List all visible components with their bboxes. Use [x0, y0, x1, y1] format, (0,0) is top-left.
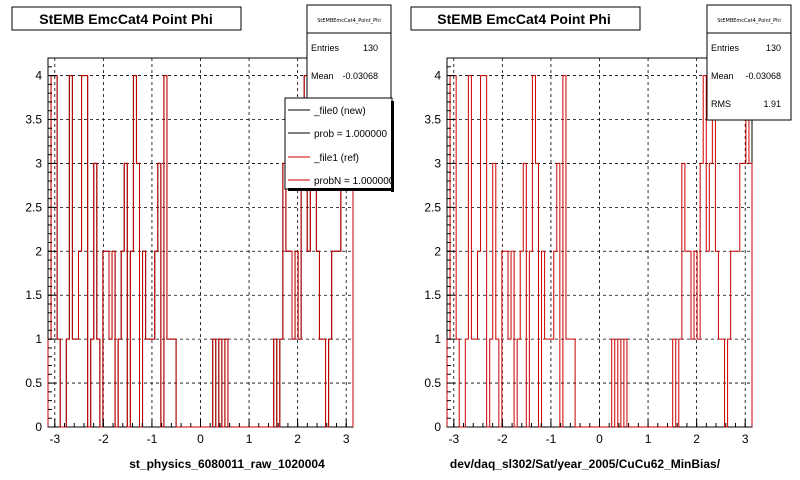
right-title-box: [410, 6, 641, 31]
left-title-box: [11, 6, 242, 31]
left-stats-mean-value: -0.03068: [342, 71, 378, 81]
right-stats-rms-label: RMS: [711, 99, 731, 109]
y-tick-label: 0: [35, 420, 42, 434]
y-tick-label: 0.5: [424, 376, 441, 390]
y-tick-label: 1: [434, 332, 441, 346]
y-tick-label: 4: [434, 69, 441, 83]
x-tick-label: 0: [197, 432, 204, 446]
y-tick-label: 3.5: [424, 113, 441, 127]
right-stats-mean-value: -0.03068: [745, 71, 781, 81]
right-stats-box: StEMBEmcCat4_Point_Phi Entries 130 Mean …: [706, 4, 792, 121]
legend-label-file1: _file1 (ref): [313, 153, 359, 164]
y-tick-label: 2: [434, 244, 441, 258]
right-stats-mean-label: Mean: [711, 71, 734, 81]
legend-label-file0: _file0 (new): [313, 106, 366, 117]
x-tick-label: 0: [596, 432, 603, 446]
left-panel: -3 -2 -1 0 1 2 3 0 0.5 1 1.5 2 2.5 3 3.5 4 StEMB EmcCat…: [11, 4, 395, 471]
right-title: StEMB EmcCat4 Point Phi: [437, 11, 610, 27]
left-stats-name: StEMBEmcCat4_Point_Phi: [317, 18, 381, 24]
x-tick-label: 2: [294, 432, 301, 446]
y-tick-label: 4: [35, 69, 42, 83]
x-tick-label: -3: [49, 432, 60, 446]
right-stats-rms-value: 1.91: [763, 99, 781, 109]
left-stats-mean-label: Mean: [311, 71, 334, 81]
y-tick-label: 2.5: [424, 200, 441, 214]
y-tick-label: 2.5: [25, 200, 42, 214]
left-axis-ticks: -3 -2 -1 0 1 2 3 0 0.5 1 1.5 2 2.5 3 3.5 4: [25, 66, 350, 446]
y-tick-label: 3: [434, 156, 441, 170]
right-stats-entries-value: 130: [766, 43, 781, 53]
right-x-axis-label: dev/daq_sl302/Sat/year_2005/CuCu62_MinBi…: [450, 457, 721, 471]
left-stats-entries-value: 130: [363, 43, 378, 53]
right-stats-name: StEMBEmcCat4_Point_Phi: [717, 18, 781, 24]
legend-label-prob: prob = 1.000000: [314, 129, 388, 140]
x-tick-label: 1: [246, 432, 253, 446]
right-panel: -3 -2 -1 0 1 2 3 0 0.5 1 1.5 2 2.5 3 3.5 4 StEMB EmcCat…: [410, 4, 792, 471]
y-tick-label: 3: [35, 156, 42, 170]
right-histograms: [446, 75, 753, 428]
x-tick-label: 3: [742, 432, 749, 446]
x-tick-label: -1: [147, 432, 158, 446]
y-tick-label: 0.5: [25, 376, 42, 390]
legend-label-probN: probN = 1.000000: [314, 176, 395, 187]
x-tick-label: -3: [448, 432, 459, 446]
x-tick-label: -1: [546, 432, 557, 446]
left-title: StEMB EmcCat4 Point Phi: [39, 11, 212, 27]
right-axis-ticks: -3 -2 -1 0 1 2 3 0 0.5 1 1.5 2 2.5 3 3.5 4: [424, 66, 749, 446]
right-stats-entries-label: Entries: [711, 43, 740, 53]
y-tick-label: 1: [35, 332, 42, 346]
x-tick-label: 2: [693, 432, 700, 446]
left-stats-box: StEMBEmcCat4_Point_Phi Entries 130 Mean …: [306, 4, 392, 101]
y-tick-label: 3.5: [25, 113, 42, 127]
x-tick-label: 3: [343, 432, 350, 446]
y-tick-label: 2: [35, 244, 42, 258]
x-tick-label: -2: [98, 432, 109, 446]
left-x-axis-label: st_physics_6080011_raw_1020004: [129, 457, 325, 471]
y-tick-label: 1.5: [25, 288, 42, 302]
right-grid: [447, 58, 752, 427]
y-tick-label: 0: [434, 420, 441, 434]
x-tick-label: -2: [497, 432, 508, 446]
histogram-series-0: [446, 75, 753, 428]
left-legend: _file0 (new) prob = 1.000000 _file1 (ref…: [284, 97, 395, 192]
left-stats-entries-label: Entries: [311, 43, 340, 53]
x-tick-label: 1: [645, 432, 652, 446]
y-tick-label: 1.5: [424, 288, 441, 302]
